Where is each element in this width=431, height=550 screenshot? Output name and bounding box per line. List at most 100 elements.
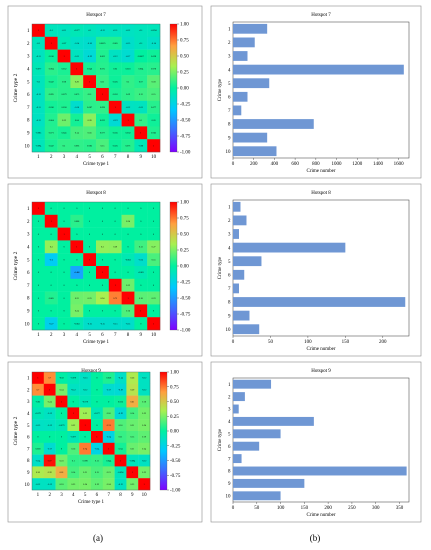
heatmap-cell-value: 0 xyxy=(61,437,63,439)
heatmap-cell-value: 0.24 xyxy=(107,484,112,486)
heatmap-cell xyxy=(57,304,71,318)
bar xyxy=(233,132,268,143)
colorbar-tick-label: -1.00 xyxy=(180,329,191,334)
y-tick-label: 3 xyxy=(228,55,231,60)
heatmap-cell-value: -0.19 xyxy=(113,120,118,122)
heatmap-cell-value: 0.28 xyxy=(88,120,93,122)
heatmap-cell-value: 0.18 xyxy=(139,298,144,300)
heatmap-cell-value: 0.21 xyxy=(83,472,87,474)
heatmap-cell-value: 0 xyxy=(140,221,142,223)
heatmap-cell-value: -0.15 xyxy=(100,323,105,325)
heatmap-cell-value: -0.07 xyxy=(62,43,67,45)
heatmap-cell xyxy=(96,49,109,63)
heatmap-cell xyxy=(121,304,135,318)
heatmap-cell-value: 0 xyxy=(140,208,142,210)
heatmap-cell-value: 0.74 xyxy=(107,425,112,427)
heatmap-cell-value: 0 xyxy=(153,234,155,236)
heatmap-cell xyxy=(57,75,71,89)
bar xyxy=(233,283,239,294)
x-axis-label: Crime type 1 xyxy=(83,162,110,167)
heatmap-cell-value: -0.12 xyxy=(118,484,123,486)
heatmap-cell-value: 1 xyxy=(63,56,64,58)
heatmap-cell xyxy=(121,253,135,267)
x-tick-label: 3 xyxy=(63,155,66,160)
y-tick-label: 2 xyxy=(27,42,30,47)
heatmap-cell xyxy=(43,407,56,420)
colorbar-tick-label: 0.00 xyxy=(180,87,189,92)
heatmap-cell-value: 0.12 xyxy=(139,94,143,96)
heatmap-cell xyxy=(134,227,148,241)
heatmap-cell-value: 1 xyxy=(89,81,90,83)
heatmap-cell-value: 0 xyxy=(140,323,142,325)
bar xyxy=(233,416,314,426)
x-tick-label: 5 xyxy=(84,493,87,498)
y-tick-label: 8 xyxy=(228,301,231,306)
heatmap-cell xyxy=(44,317,58,331)
heatmap-cell xyxy=(147,266,161,279)
heatmap-cell-value: 0.086 xyxy=(74,221,80,223)
heatmap-cell-value: 0.079 xyxy=(62,94,67,96)
heatmap-cell xyxy=(138,419,151,432)
heatmap-cell xyxy=(108,304,122,318)
heatmap-cell xyxy=(44,253,58,267)
y-tick-label: 8 xyxy=(27,297,30,302)
heatmap-cell xyxy=(67,431,80,443)
heatmap-cell xyxy=(121,75,135,89)
heatmap-cell xyxy=(43,454,56,467)
heatmap-cell-value: -0.13 xyxy=(36,425,41,427)
y-tick-label: 1 xyxy=(27,29,30,34)
y-tick-label: 2 xyxy=(228,41,231,46)
heatmap-cell xyxy=(96,266,109,279)
heatmap-cell-value: 0 xyxy=(102,208,104,210)
heatmap-cell xyxy=(147,278,161,292)
heatmap-cell-value: 0.084 xyxy=(49,69,55,71)
heatmap-cell-value: 0 xyxy=(153,221,155,223)
y-tick-label: 8 xyxy=(27,119,30,124)
colorbar-tick-label: 0.50 xyxy=(170,400,179,405)
heatmap-cell-value: 0.052 xyxy=(62,69,67,71)
heatmap-cell xyxy=(147,291,161,305)
frame-right-1 xyxy=(210,5,422,179)
x-tick-label: 1200 xyxy=(352,162,363,167)
heatmap-cell xyxy=(96,240,109,254)
heatmap-cell-value: 0 xyxy=(61,449,63,451)
y-tick-label: 3 xyxy=(27,233,30,238)
heatmap-cell-value: 0 xyxy=(96,378,98,380)
y-axis-label: Crime type 2 xyxy=(13,73,19,102)
heatmap-cell xyxy=(70,291,84,305)
heatmap-cell xyxy=(32,100,45,114)
bar xyxy=(233,310,250,321)
x-tick-label: 7 xyxy=(114,155,117,160)
x-tick-label: 50 xyxy=(254,506,260,511)
heatmap-cell-value: -0.063 xyxy=(74,323,81,325)
heatmap-cell-value: 0.15 xyxy=(130,437,135,439)
x-tick-label: 8 xyxy=(119,493,122,498)
heatmap-cell xyxy=(67,454,80,467)
heatmap-cell xyxy=(147,24,161,37)
y-tick-label: 4 xyxy=(27,246,30,251)
heatmap-cell-value: -0.12 xyxy=(113,56,118,58)
heatmap-hotspot-7: Hotspot 71 -0.1 -0.11 -0.077 -0.1 -0.12 -0.11-… xyxy=(13,13,191,167)
heatmap-cell xyxy=(108,100,122,114)
heatmap-cell-value: -0.12 xyxy=(142,378,147,380)
heatmap-cell xyxy=(55,407,68,420)
bar xyxy=(233,404,239,414)
heatmap-cell-value: 0.045 xyxy=(62,133,68,135)
heatmap-cell-value: 0.03 xyxy=(152,120,157,122)
colorbar-tick-label: 0.75 xyxy=(180,39,189,44)
heatmap-cell xyxy=(32,202,45,215)
heatmap-cell-value: 1 xyxy=(51,43,52,45)
heatmap-cell xyxy=(70,227,84,241)
heatmap-cell xyxy=(57,88,71,101)
heatmap-cell xyxy=(57,139,71,153)
heatmap-cell-value: 0.078 xyxy=(151,69,157,71)
x-tick-label: 3 xyxy=(60,493,63,498)
heatmap-cell xyxy=(147,202,161,215)
panel-label-b: (b) xyxy=(310,533,321,543)
heatmap-cell xyxy=(121,36,135,50)
x-tick-label: 150 xyxy=(301,506,309,511)
heatmap-cell xyxy=(55,442,68,455)
heatmap-cell xyxy=(44,88,58,101)
heatmap-cell-value: 0 xyxy=(140,234,142,236)
